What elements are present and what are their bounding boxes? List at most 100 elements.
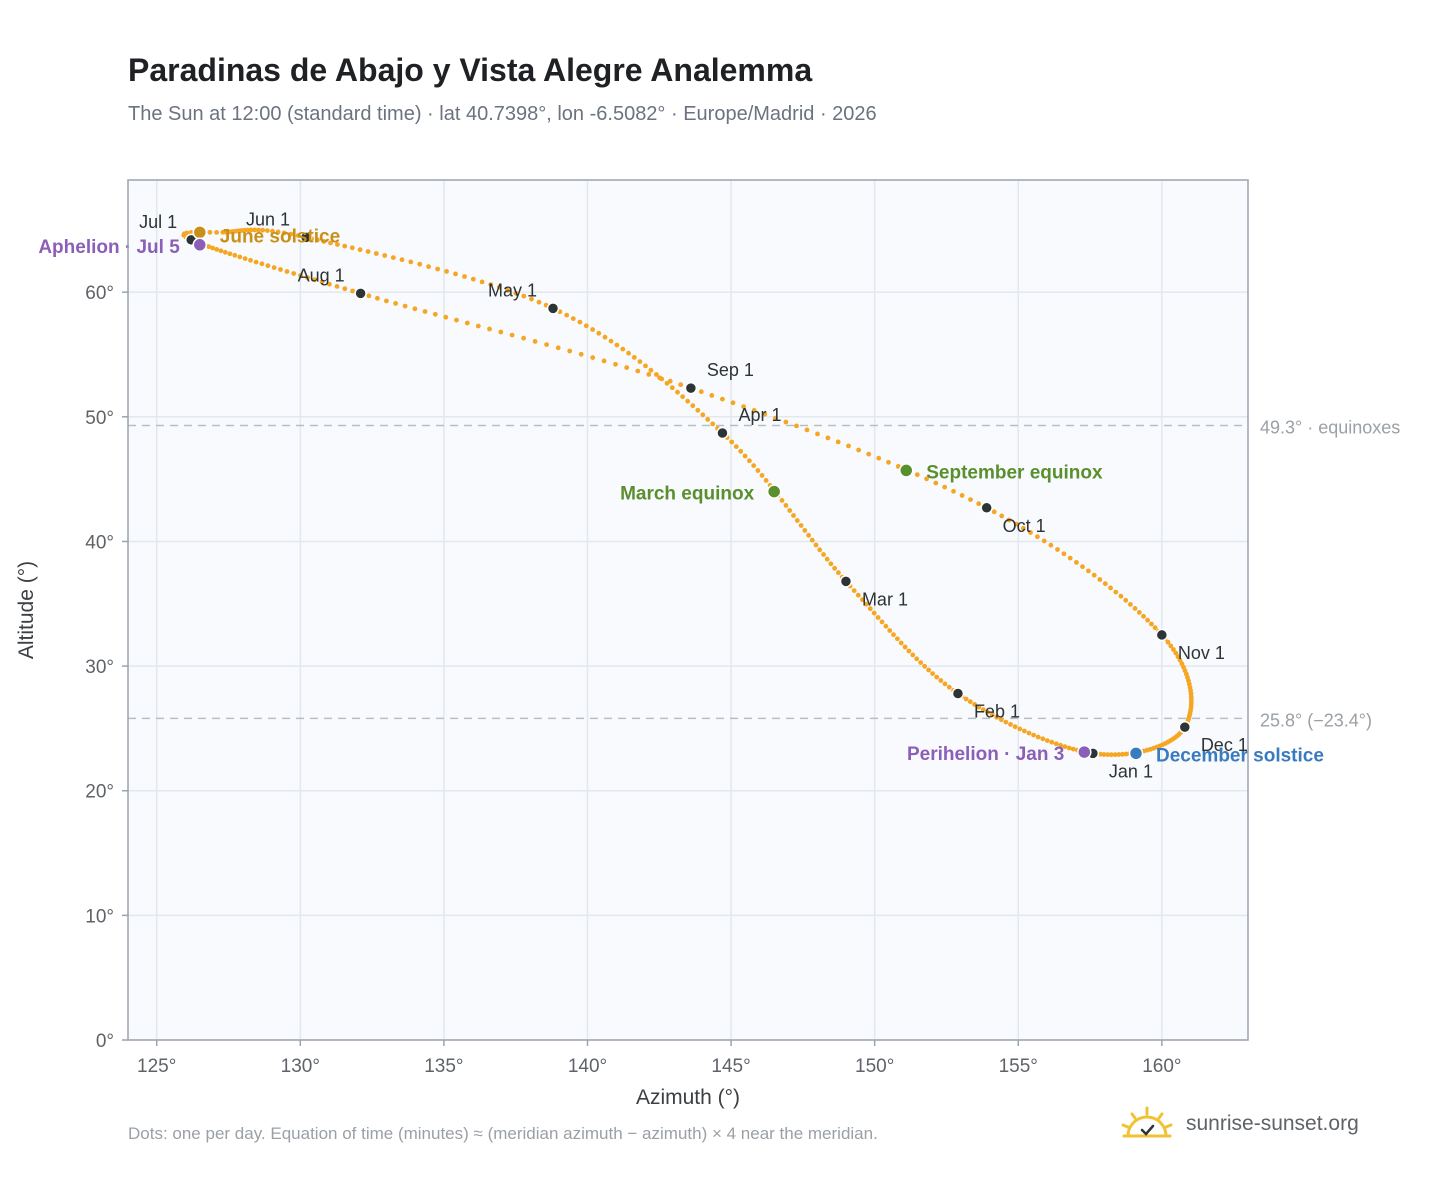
daily-dot [924,476,929,482]
event-marker [899,463,914,478]
daily-dot [366,293,372,299]
reference-lines: 49.3° · equinoxes 25.8° (−23.4°) [128,418,1400,730]
daily-dot [875,615,881,620]
daily-dot [1168,643,1174,649]
footnote: Dots: one per day. Equation of time (min… [128,1124,878,1143]
daily-dot [590,355,596,360]
event-label: March equinox [620,484,755,505]
daily-dot [815,431,820,437]
daily-dot [648,367,654,373]
daily-dot [938,678,944,683]
daily-dot [1028,530,1033,535]
daily-dot [635,368,641,374]
daily-dot [426,264,431,269]
brand[interactable]: sunrise-sunset.org [1120,1102,1359,1146]
daily-dot [1165,639,1171,645]
daily-dot [521,293,527,299]
daily-dot [1062,744,1068,750]
daily-dot [608,338,614,344]
daily-dot [751,408,757,413]
daily-dot [227,251,233,257]
daily-dot [1048,542,1054,548]
daily-dot [802,528,808,533]
daily-dot [946,684,952,690]
daily-dot [253,259,259,265]
daily-dot [271,265,277,270]
daily-dot [972,702,977,707]
daily-dot [1066,745,1072,751]
daily-dot [1145,617,1150,623]
daily-dot [690,403,696,409]
daily-dot [1116,752,1122,757]
daily-dot [794,518,800,523]
daily-dot [278,267,283,272]
daily-dot [1013,521,1019,527]
daily-dot [1118,593,1124,599]
daily-dot [509,332,515,338]
daily-dot [315,237,320,243]
daily-dot [1113,589,1119,595]
daily-dot [488,282,494,287]
daily-dot [863,601,869,607]
month-marker-label: May 1 [488,280,537,300]
daily-dot [918,660,924,665]
daily-dot [680,394,685,400]
daily-dot [222,249,228,255]
daily-dot [999,513,1005,519]
daily-dot [887,628,893,633]
event-marker [192,237,208,253]
daily-dot [319,279,325,285]
daily-dot [567,348,573,354]
daily-dot [898,640,904,646]
daily-dot [1049,739,1055,745]
daily-dot [384,298,389,304]
daily-dot [951,488,956,494]
daily-dot [1067,555,1073,561]
daily-dot [751,463,757,468]
daily-dot [980,707,986,713]
daily-dot [991,509,997,515]
daily-dot [232,252,238,258]
daily-dot [207,229,213,235]
daily-dot [926,667,931,673]
daily-dot [214,230,220,235]
daily-dot [733,444,739,449]
daily-dot [967,699,973,705]
daily-dot [220,229,226,235]
daily-dot [1012,724,1018,730]
daily-dot [1026,730,1032,736]
daily-dot [798,523,804,528]
daily-dot [412,306,418,312]
daily-dot [373,251,379,256]
daily-dot [342,286,348,292]
daily-dot [210,245,216,251]
month-marker [684,381,698,395]
daily-dot [214,247,220,252]
daily-dot [1173,650,1179,656]
daily-dot [779,498,785,503]
daily-dot [577,319,583,325]
event-label: December solstice [1156,745,1324,766]
event-markers: June solstice December solstice March equi… [38,225,1324,766]
daily-dot [443,314,449,320]
daily-dot [791,513,796,518]
daily-dot [602,334,608,340]
daily-dot [260,227,266,233]
x-tick-label: 125° [137,1056,176,1077]
daily-dot [1035,734,1041,740]
daily-dot [1128,602,1133,607]
daily-dot [1021,525,1026,531]
daily-dot [1053,741,1059,747]
daily-dot [685,398,691,404]
daily-dot [741,404,746,409]
x-tick-label: 160° [1142,1056,1181,1077]
plot-frame [127,179,1249,1041]
daily-dot [555,345,561,351]
daily-dot [399,257,405,263]
daily-dot [762,411,768,417]
daily-dot [564,312,570,318]
x-axis-label: Azimuth (°) [636,1086,740,1109]
month-marker-label: Apr 1 [738,405,781,425]
daily-dot [738,448,744,454]
daily-dot [914,656,920,662]
